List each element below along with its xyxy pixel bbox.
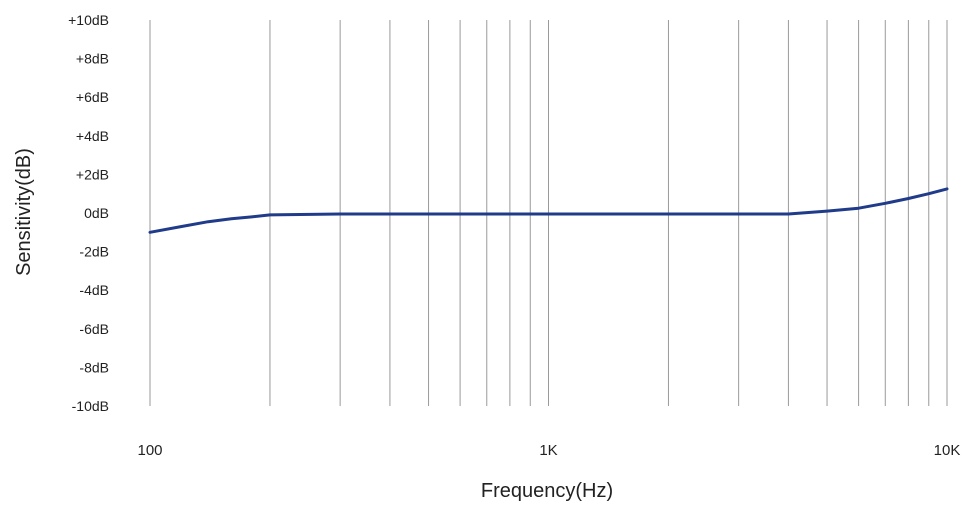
y-tick-label: -2dB: [79, 244, 109, 260]
x-axis-ticks: 100 1K 10K: [137, 442, 960, 459]
series-group: [148, 187, 949, 234]
y-tick-label: +8dB: [76, 51, 109, 67]
y-tick-label: +6dB: [76, 89, 109, 105]
y-tick-label: +2dB: [76, 166, 109, 182]
y-axis-title: Sensitivity(dB): [13, 148, 35, 276]
y-tick-label: +4dB: [76, 128, 109, 144]
x-axis-title: Frequency(Hz): [481, 480, 613, 502]
y-tick-label: -6dB: [79, 321, 109, 337]
x-tick-label: 10K: [934, 442, 961, 459]
y-tick-label: -10dB: [72, 398, 109, 414]
x-tick-label: 1K: [539, 442, 557, 459]
y-tick-label: 0dB: [84, 205, 109, 221]
y-tick-label: +10dB: [68, 12, 109, 28]
response-curve: [148, 187, 949, 234]
y-axis-ticks: +10dB +8dB +6dB +4dB +2dB 0dB -2dB -4dB -6dB -8dB…: [68, 12, 109, 414]
x-tick-label: 100: [137, 442, 162, 459]
y-tick-label: -4dB: [79, 282, 109, 298]
y-tick-label: -8dB: [79, 359, 109, 375]
